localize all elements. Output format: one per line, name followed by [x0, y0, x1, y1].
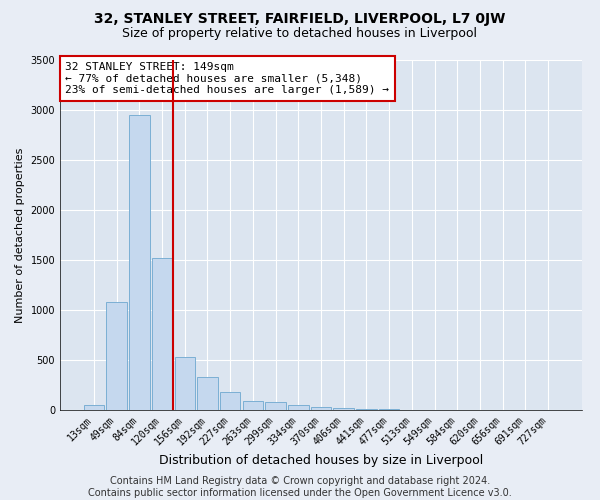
Y-axis label: Number of detached properties: Number of detached properties: [15, 148, 25, 322]
Bar: [129, 115, 149, 410]
Bar: [334, 408, 354, 410]
Bar: [356, 408, 377, 410]
X-axis label: Distribution of detached houses by size in Liverpool: Distribution of detached houses by size …: [159, 454, 483, 467]
Bar: [311, 407, 331, 410]
Bar: [106, 302, 127, 410]
Bar: [152, 258, 172, 410]
Text: Size of property relative to detached houses in Liverpool: Size of property relative to detached ho…: [122, 28, 478, 40]
Bar: [379, 409, 400, 410]
Text: 32, STANLEY STREET, FAIRFIELD, LIVERPOOL, L7 0JW: 32, STANLEY STREET, FAIRFIELD, LIVERPOOL…: [94, 12, 506, 26]
Bar: [197, 377, 218, 410]
Bar: [242, 401, 263, 410]
Text: Contains HM Land Registry data © Crown copyright and database right 2024.
Contai: Contains HM Land Registry data © Crown c…: [88, 476, 512, 498]
Bar: [265, 402, 286, 410]
Text: 32 STANLEY STREET: 149sqm
← 77% of detached houses are smaller (5,348)
23% of se: 32 STANLEY STREET: 149sqm ← 77% of detac…: [65, 62, 389, 95]
Bar: [84, 404, 104, 410]
Bar: [175, 357, 195, 410]
Bar: [288, 405, 308, 410]
Bar: [220, 392, 241, 410]
